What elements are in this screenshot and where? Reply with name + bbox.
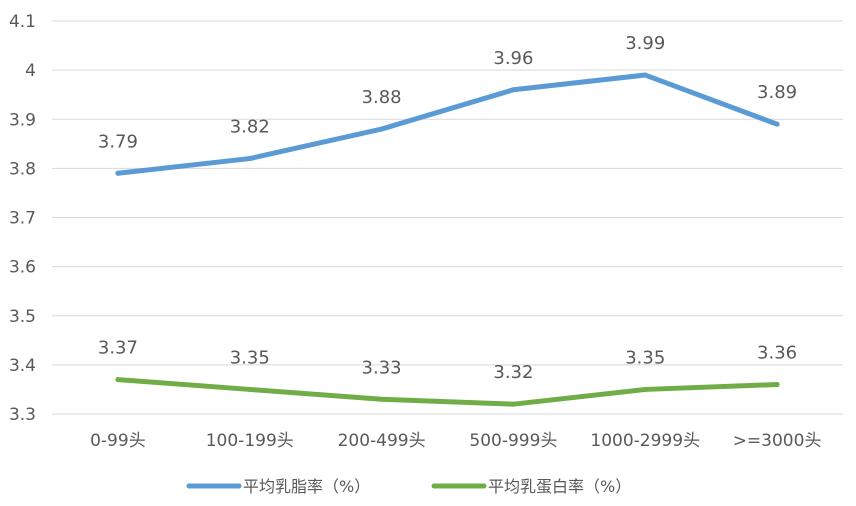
data-point (642, 72, 648, 78)
data-label: 3.36 (757, 343, 797, 364)
legend-label: 平均乳脂率（%） (243, 477, 370, 496)
x-tick-label: 500-999头 (469, 431, 557, 451)
data-point (247, 156, 253, 162)
data-point (379, 126, 385, 132)
legend-label: 平均乳蛋白率（%） (488, 477, 631, 496)
y-tick-label: 3.3 (9, 405, 36, 425)
data-point (774, 382, 780, 388)
gridlines (52, 20, 843, 415)
x-tick-label: 100-199头 (206, 431, 294, 451)
data-point (115, 170, 121, 176)
y-axis-ticks: 3.3 3.4 3.5 3.6 3.7 3.8 3.9 4 4.1 (9, 12, 36, 425)
y-tick-label: 4.1 (9, 12, 36, 32)
y-tick-label: 3.4 (9, 356, 36, 376)
data-point (510, 87, 516, 93)
series-line-1 (115, 377, 780, 407)
data-label: 3.96 (493, 48, 533, 69)
series-lines (115, 72, 780, 407)
data-label: 3.33 (362, 357, 402, 378)
y-tick-label: 4 (25, 61, 36, 81)
data-label: 3.37 (98, 338, 138, 359)
legend: 平均乳脂率（%） 平均乳蛋白率（%） (186, 477, 631, 496)
series-line-0 (115, 72, 780, 176)
data-label: 3.32 (493, 362, 533, 383)
x-tick-label: 1000-2999头 (590, 431, 700, 451)
y-tick-label: 3.5 (9, 307, 36, 327)
data-labels: 3.79 3.82 3.88 3.96 3.99 3.89 3.37 3.35 3.33 3.32… (98, 33, 797, 383)
y-tick-label: 3.9 (9, 110, 36, 130)
y-tick-label: 3.6 (9, 258, 36, 278)
data-label: 3.88 (362, 87, 402, 108)
data-point (642, 386, 648, 392)
data-point (115, 377, 121, 383)
data-point (774, 121, 780, 127)
data-label: 3.82 (230, 117, 270, 138)
data-label: 3.35 (230, 347, 270, 368)
x-tick-label: 0-99头 (90, 431, 146, 451)
data-point (510, 401, 516, 407)
data-point (379, 396, 385, 402)
data-label: 3.35 (625, 347, 665, 368)
y-tick-label: 3.8 (9, 159, 36, 179)
data-label: 3.79 (98, 131, 138, 152)
x-tick-label: >=3000头 (733, 431, 822, 451)
data-point (247, 386, 253, 392)
data-label: 3.89 (757, 82, 797, 103)
data-label: 3.99 (625, 33, 665, 54)
x-tick-label: 200-499头 (338, 431, 426, 451)
x-axis-ticks: 0-99头 100-199头 200-499头 500-999头 1000-2999头 >… (90, 431, 821, 451)
y-tick-label: 3.7 (9, 209, 36, 229)
